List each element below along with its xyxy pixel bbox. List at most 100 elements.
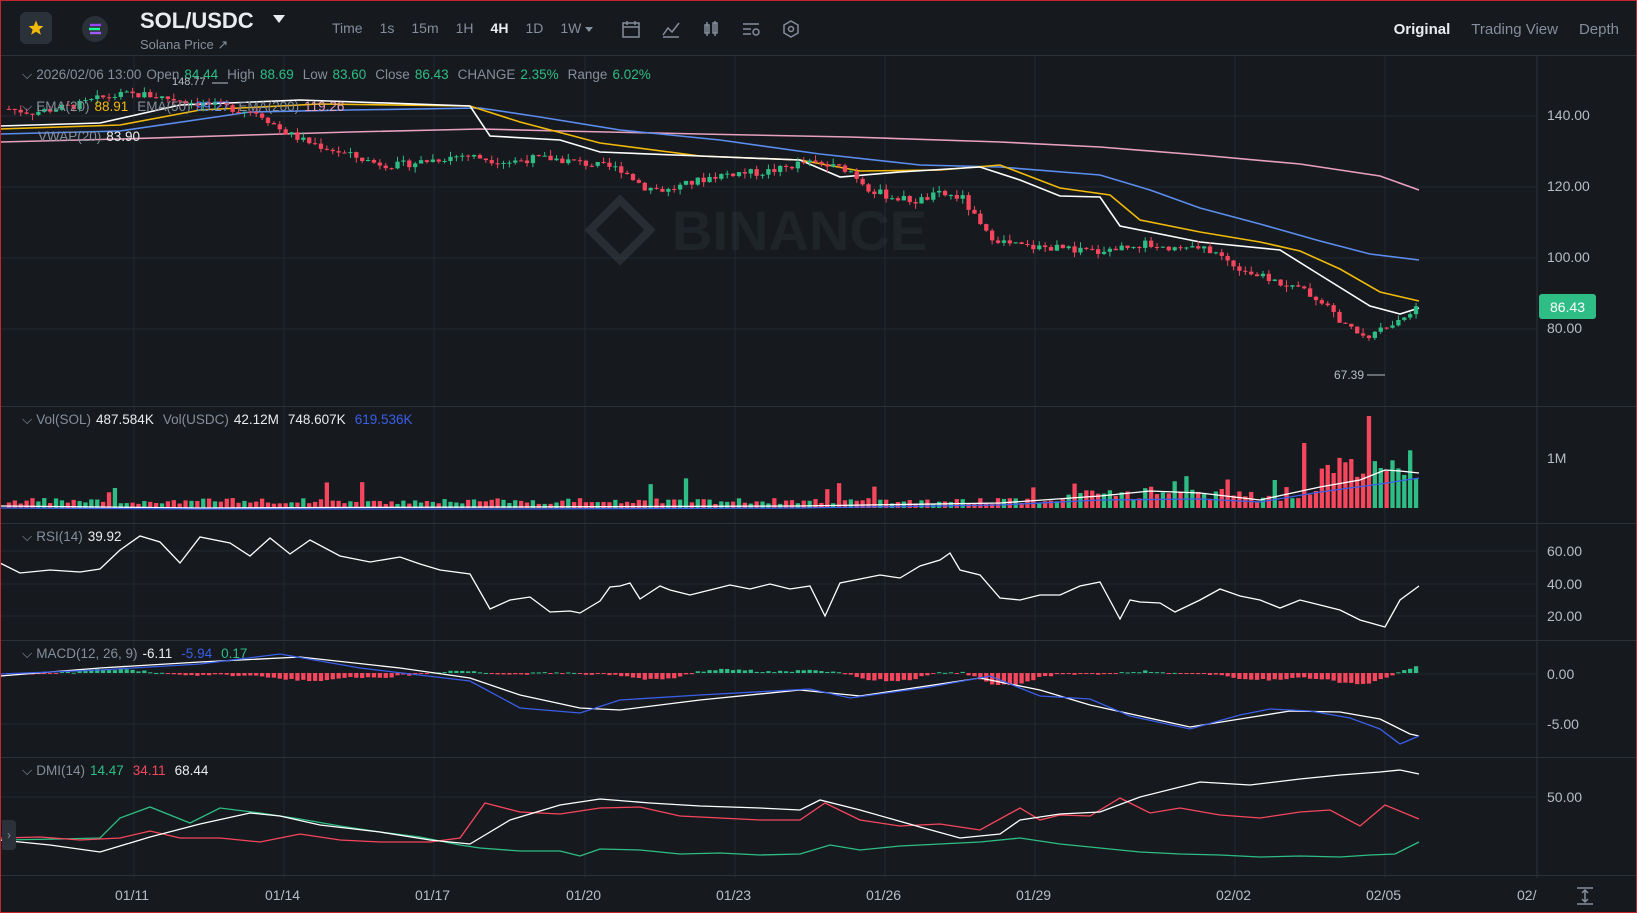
candle-body	[442, 161, 447, 163]
macd-hist-bar	[48, 673, 53, 674]
interval-1d[interactable]: 1D	[525, 20, 544, 36]
collapse-chevron-icon[interactable]: ⌵	[22, 99, 33, 114]
collapse-chevron-icon[interactable]: ⌵	[22, 67, 33, 82]
max-price-marker: 148.77	[172, 76, 206, 88]
macd-hist-bar	[872, 673, 877, 681]
candle-body	[430, 159, 435, 163]
volume-bar	[513, 500, 518, 508]
volume-bar	[1143, 488, 1148, 508]
volume-bar	[159, 503, 165, 508]
volume-bar	[242, 500, 247, 508]
volume-bar	[666, 499, 671, 508]
interval-1h[interactable]: 1H	[455, 20, 474, 36]
collapse-chevron-icon[interactable]: ⌵	[22, 763, 33, 778]
candle-body	[760, 174, 765, 176]
candle-body	[1084, 247, 1089, 249]
fit-chart-icon[interactable]	[1574, 885, 1596, 907]
macd-hist-bar	[1366, 673, 1372, 684]
volume-bar	[271, 503, 277, 508]
collapse-chevron-icon[interactable]: ⌵	[22, 412, 33, 427]
macd-hist-bar	[725, 669, 730, 673]
macd-hist-bar	[53, 673, 59, 674]
chart-settings-icon[interactable]	[741, 19, 761, 39]
pair-subtitle[interactable]: Solana Price ↗	[140, 37, 229, 52]
macd-hist-bar	[1119, 672, 1124, 674]
candle-body	[130, 91, 135, 94]
volume-axis-label: 1M	[1547, 450, 1567, 466]
ema200-line	[0, 128, 1420, 191]
mdi-value: 34.11	[132, 763, 166, 778]
candle-body	[754, 169, 759, 176]
pair-dropdown-icon[interactable]	[272, 14, 286, 24]
candle-body	[1190, 246, 1195, 248]
volume-bar	[948, 501, 954, 508]
volume-bar	[1160, 492, 1166, 508]
macd-hist-bar	[77, 670, 82, 673]
macd-hist-bar	[124, 669, 129, 673]
macd-hist-bar	[507, 673, 512, 675]
interval-1w[interactable]: 1W	[560, 20, 582, 36]
macd-hist-bar	[613, 673, 618, 675]
candle-body	[854, 171, 859, 179]
candle-body	[383, 165, 388, 169]
calendar-icon[interactable]	[621, 19, 641, 39]
hexagon-settings-icon[interactable]	[781, 19, 801, 39]
volume-bar	[719, 501, 724, 508]
candle-body	[1037, 245, 1042, 250]
macd-hist-bar	[83, 669, 88, 673]
macd-hist-bar	[1196, 673, 1201, 675]
interval-4h[interactable]: 4H	[490, 20, 509, 36]
candle-body	[536, 155, 541, 157]
macd-hist-bar	[171, 673, 176, 675]
indicator-icon[interactable]	[661, 19, 681, 39]
candle-body	[242, 111, 247, 113]
macd-hist-bar	[884, 673, 889, 682]
macd-hist-bar	[136, 671, 141, 673]
candle-body	[12, 108, 17, 110]
macd-hist-bar	[530, 672, 536, 674]
macd-hist-bar	[836, 672, 842, 674]
candle-body	[495, 163, 500, 165]
price-axis-label: 80.00	[1547, 320, 1583, 336]
ema200-value: 119.26	[304, 99, 345, 114]
volume-bar	[153, 503, 159, 508]
candle-body	[1307, 288, 1313, 297]
collapse-chevron-icon[interactable]: ⌵	[22, 529, 33, 544]
interval-time[interactable]: Time	[332, 20, 363, 36]
volume-bar	[825, 489, 830, 508]
candle-body	[95, 95, 100, 99]
view-trading-view[interactable]: Trading View	[1471, 21, 1558, 38]
more-intervals-icon[interactable]	[583, 23, 595, 35]
candle-body	[1196, 246, 1201, 249]
volume-bar	[866, 498, 871, 508]
candle-body	[954, 195, 959, 199]
macd-hist-bar	[248, 673, 253, 676]
rsi-axis-label: 40.00	[1547, 576, 1583, 592]
pair-title[interactable]: SOL/USDC	[140, 8, 254, 33]
candle-body	[942, 190, 948, 196]
candle-body	[148, 92, 153, 98]
candle-body	[878, 189, 883, 195]
volume-bar	[318, 499, 324, 508]
volume-bar	[360, 482, 365, 508]
interval-1s[interactable]: 1s	[379, 20, 395, 36]
macd-hist-bar	[760, 672, 765, 674]
favorite-button[interactable]	[20, 12, 52, 44]
volume-bar	[1178, 491, 1183, 508]
candle-body	[601, 161, 606, 163]
collapse-chevron-icon[interactable]: ⌵	[22, 646, 33, 661]
view-depth[interactable]: Depth	[1578, 21, 1619, 38]
macd-hist-bar	[1231, 673, 1236, 678]
view-original[interactable]: Original	[1393, 21, 1451, 38]
expand-sidebar-button[interactable]: ›	[2, 820, 16, 850]
macd-hist-bar	[348, 673, 353, 678]
chart-type-icon[interactable]	[701, 19, 721, 39]
candle-body	[1319, 300, 1324, 304]
macd-hist-bar	[595, 673, 600, 674]
volume-bar	[1290, 498, 1295, 508]
interval-15m[interactable]: 15m	[411, 20, 439, 36]
macd-hist-bar	[572, 672, 577, 674]
candle-body	[295, 132, 300, 140]
macd-hist-bar	[1095, 673, 1101, 675]
